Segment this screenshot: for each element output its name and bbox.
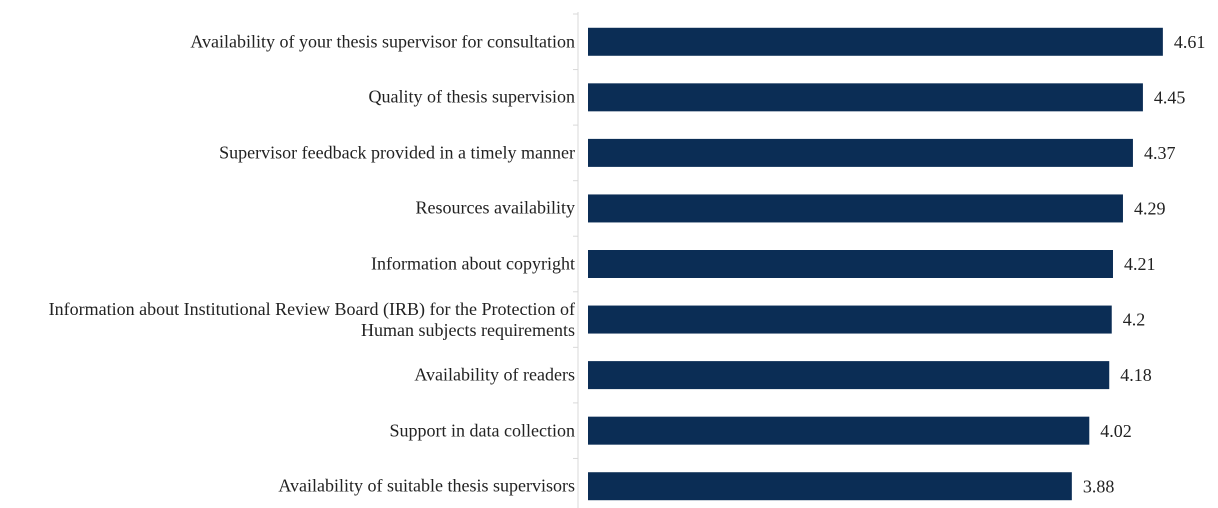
bar bbox=[588, 83, 1143, 112]
category-label: Information about copyright bbox=[371, 253, 575, 274]
value-label: 3.88 bbox=[1083, 476, 1115, 496]
bar bbox=[588, 138, 1133, 167]
bar bbox=[588, 250, 1113, 278]
category-label: Support in data collection bbox=[389, 420, 575, 441]
category-label: Information about Institutional Review B… bbox=[48, 298, 575, 340]
bar bbox=[588, 472, 1072, 501]
bar bbox=[588, 361, 1110, 390]
value-label: 4.37 bbox=[1144, 143, 1176, 163]
value-label: 4.21 bbox=[1124, 254, 1156, 274]
value-label: 4.18 bbox=[1120, 365, 1152, 385]
value-label: 4.29 bbox=[1134, 199, 1166, 219]
value-label: 4.45 bbox=[1154, 87, 1186, 107]
value-label: 4.61 bbox=[1174, 32, 1206, 52]
category-label: Availability of suitable thesis supervis… bbox=[278, 475, 575, 496]
bar bbox=[588, 194, 1123, 223]
category-label: Resources availability bbox=[415, 197, 575, 218]
bar bbox=[588, 305, 1112, 334]
value-label: 4.2 bbox=[1123, 310, 1146, 330]
category-label: Availability of readers bbox=[414, 364, 575, 385]
bar bbox=[588, 416, 1090, 445]
bar bbox=[588, 27, 1163, 56]
category-label: Supervisor feedback provided in a timely… bbox=[219, 142, 575, 163]
category-label: Quality of thesis supervision bbox=[368, 86, 575, 107]
category-label: Availability of your thesis supervisor f… bbox=[190, 31, 575, 52]
value-label: 4.02 bbox=[1100, 421, 1132, 441]
